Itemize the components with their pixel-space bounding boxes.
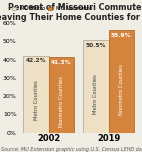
Text: Nonmetro Counties: Nonmetro Counties — [119, 64, 124, 115]
Text: 42.2%: 42.2% — [26, 58, 46, 63]
Text: 50.5%: 50.5% — [86, 43, 106, 48]
Legend: MO Metro, MO Nonmetro: MO Metro, MO Nonmetro — [11, 6, 93, 12]
Text: Nonmetro Counties: Nonmetro Counties — [59, 76, 64, 126]
Bar — [49, 57, 74, 133]
Text: Source: MU Extension graphic using U.S. Census LEHD data: Source: MU Extension graphic using U.S. … — [1, 147, 142, 152]
Text: Metro Counties: Metro Counties — [34, 80, 38, 120]
Bar — [23, 55, 49, 133]
Text: 41.3%: 41.3% — [51, 60, 72, 65]
Bar — [83, 40, 109, 133]
Text: Metro Counties: Metro Counties — [93, 74, 98, 114]
Bar — [109, 30, 134, 133]
Text: 55.9%: 55.9% — [111, 33, 131, 38]
Title: Percent of Missouri Commuters
Leaving Their Home Counties for Work: Percent of Missouri Commuters Leaving Th… — [0, 3, 142, 22]
